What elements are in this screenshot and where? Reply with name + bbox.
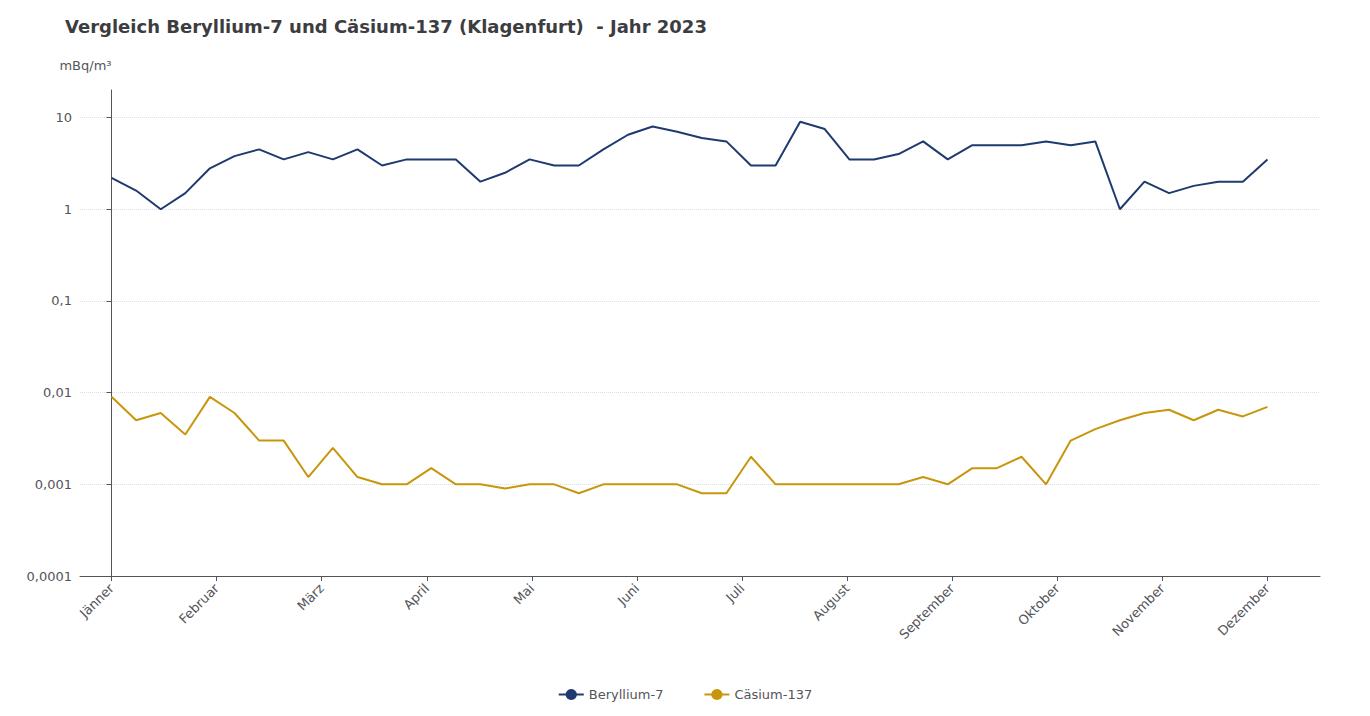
svg-text:0,0001: 0,0001	[27, 569, 73, 584]
svg-text:Mai: Mai	[510, 581, 537, 608]
svg-text:Oktober: Oktober	[1015, 580, 1063, 628]
svg-text:März: März	[294, 581, 327, 614]
svg-text:0,1: 0,1	[51, 293, 72, 308]
svg-text:10: 10	[55, 110, 72, 125]
svg-text:Februar: Februar	[176, 580, 222, 626]
svg-text:August: August	[810, 581, 853, 624]
svg-text:1: 1	[64, 202, 72, 217]
svg-text:mBq/m³: mBq/m³	[59, 58, 111, 73]
svg-text:Dezember: Dezember	[1215, 580, 1273, 638]
svg-text:0,01: 0,01	[43, 385, 72, 400]
svg-text:November: November	[1109, 580, 1168, 639]
svg-text:September: September	[896, 580, 958, 642]
svg-text:Cäsium-137: Cäsium-137	[734, 687, 812, 702]
svg-text:Beryllium-7: Beryllium-7	[589, 687, 664, 702]
svg-text:Vergleich Beryllium-7 und Cäsi: Vergleich Beryllium-7 und Cäsium-137 (Kl…	[65, 16, 707, 37]
svg-text:April: April	[400, 581, 432, 613]
svg-text:Juli: Juli	[722, 581, 747, 606]
svg-text:0,001: 0,001	[35, 477, 72, 492]
svg-text:Juni: Juni	[614, 581, 642, 609]
svg-text:Jänner: Jänner	[76, 580, 117, 621]
